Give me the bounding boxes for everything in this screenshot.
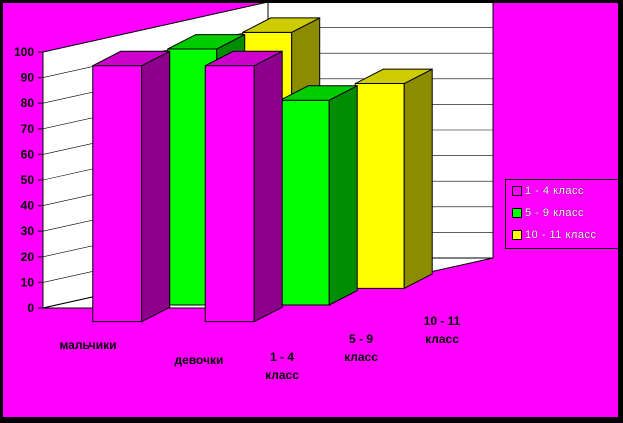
legend-item: 10 - 11 класс — [512, 228, 596, 242]
bar-top — [280, 85, 358, 101]
y-tick-label: 50 — [21, 173, 35, 187]
bar-side — [403, 68, 433, 290]
depth-tick-label: класс — [425, 332, 459, 346]
depth-tick-label: класс — [344, 350, 378, 364]
bar-top — [167, 34, 245, 50]
bar-top — [355, 68, 433, 85]
legend-label: 10 - 11 класс — [525, 229, 597, 241]
y-tick-label: 100 — [14, 45, 34, 59]
y-tick-label: 0 — [27, 301, 34, 315]
bar-front — [92, 65, 143, 323]
legend-label: 5 - 9 класс — [525, 207, 585, 219]
y-tick-label: 40 — [21, 199, 35, 213]
bar-top — [92, 50, 170, 67]
legend: 1 - 4 класс 5 - 9 класс 10 - 11 класс — [505, 179, 619, 249]
legend-item: 5 - 9 класс — [512, 206, 584, 220]
bar-side — [328, 84, 358, 306]
legend-swatch — [512, 230, 522, 240]
legend-swatch — [512, 186, 522, 196]
x-tick-label: мальчики — [59, 338, 116, 352]
y-tick-label: 80 — [21, 96, 35, 110]
bar-top — [242, 17, 320, 33]
depth-tick-label: класс — [265, 368, 299, 382]
y-tick-label: 90 — [21, 71, 35, 85]
x-tick-label: девочки — [175, 353, 224, 367]
bar-side — [253, 50, 283, 323]
chart-canvas: 0 10 20 30 40 50 60 70 80 90 100 мальчики девочки 1 -… — [14, 1, 494, 382]
bar-side — [141, 50, 171, 323]
y-tick-label: 70 — [21, 122, 35, 136]
y-tick-label: 30 — [21, 224, 35, 238]
depth-tick-label: 5 - 9 — [349, 332, 373, 346]
bar-front — [204, 65, 255, 323]
bar-front — [279, 99, 330, 306]
bar-top — [205, 50, 283, 67]
y-tick-label: 20 — [21, 250, 35, 264]
legend-swatch — [512, 208, 522, 218]
y-tick-label: 10 — [21, 275, 35, 289]
y-tick-label: 60 — [21, 147, 35, 161]
plot-area: 0 10 20 30 40 50 60 70 80 90 100 мальчики девочки 1 -… — [3, 1, 619, 417]
legend-label: 1 - 4 класс — [525, 185, 585, 197]
depth-tick-label: 10 - 11 — [424, 314, 461, 328]
depth-tick-label: 1 - 4 — [270, 350, 294, 364]
bar-front — [354, 83, 405, 289]
legend-item: 1 - 4 класс — [512, 184, 584, 198]
